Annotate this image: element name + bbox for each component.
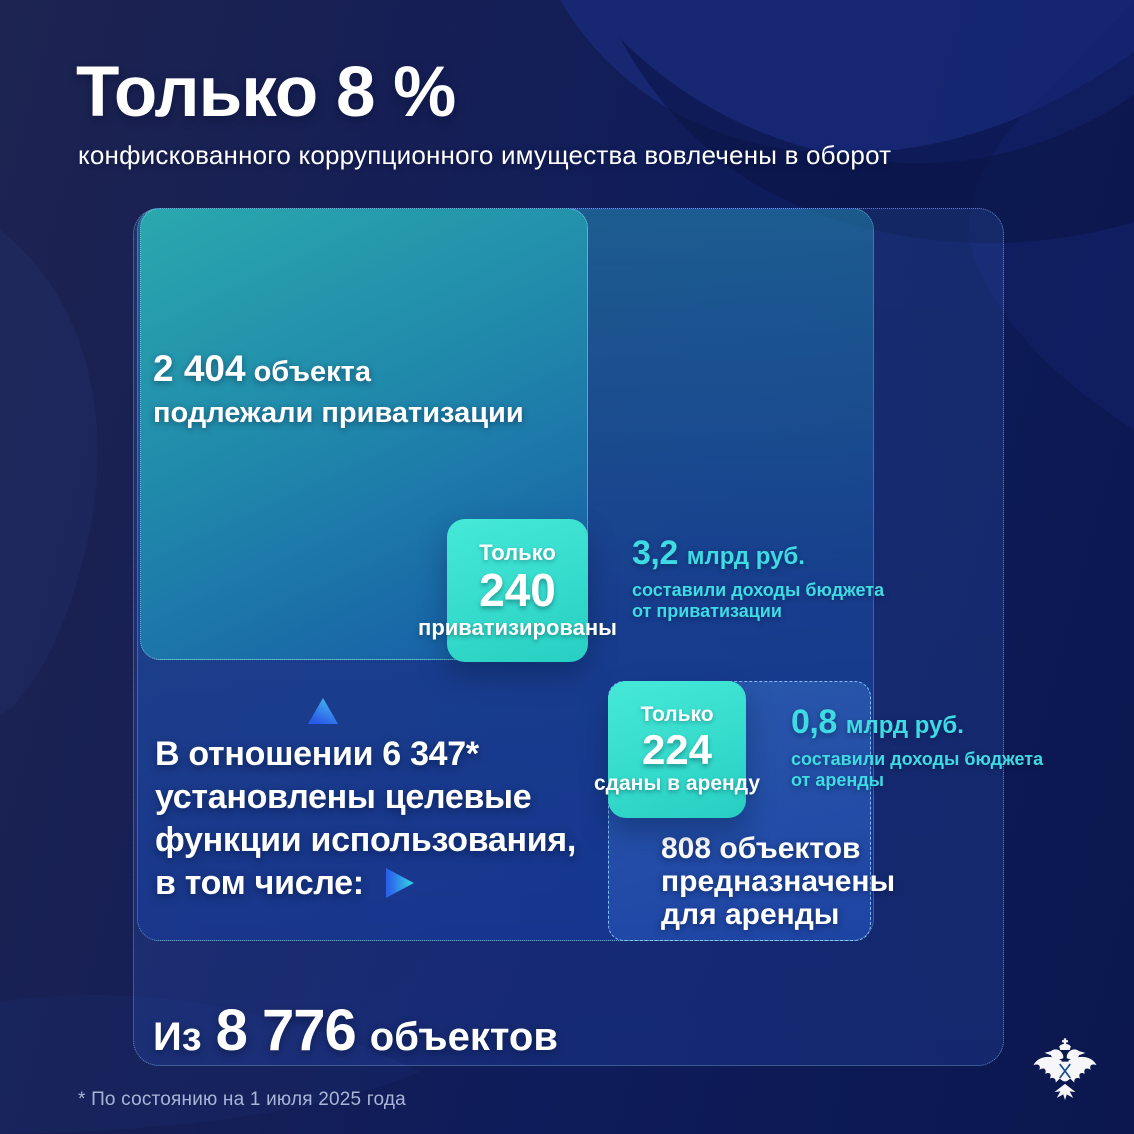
- background-wave-dark: [620, 38, 1134, 243]
- privatization-count-value: 2 404: [153, 348, 246, 389]
- privatization-income-unit: млрд руб.: [686, 543, 805, 570]
- rent-income-row: 0,8 млрд руб.: [791, 703, 1043, 742]
- rent-purpose-line2: предназначены: [661, 865, 896, 898]
- page-title: Только 8 %: [76, 53, 456, 132]
- target-functions-line3: функции использования,: [155, 821, 576, 859]
- triangle-right-icon: [385, 868, 414, 898]
- privatization-box-label: 2 404 объекта подлежали приватизации: [153, 348, 524, 430]
- privatization-income-line2: составили доходы бюджета: [632, 580, 885, 600]
- target-functions-text: В отношении 6 347* установлены целевые ф…: [155, 733, 576, 905]
- privatization-income-value: 3,2: [632, 534, 678, 572]
- rented-badge-value: 224: [641, 725, 713, 773]
- background-wave-bottom-left: [0, 995, 420, 1134]
- privatization-income-row: 3,2 млрд руб.: [632, 534, 884, 573]
- privatized-badge-label: приватизированы: [418, 615, 617, 641]
- target-functions-line4-row: в том числе:: [155, 862, 576, 905]
- privatized-count-badge: Только 240 приватизированы: [418, 519, 617, 662]
- privatization-count-unit: объекта: [253, 356, 371, 388]
- rent-income-text: 0,8 млрд руб. составили доходы бюджета о…: [791, 703, 1043, 791]
- rent-income-value: 0,8: [791, 703, 837, 741]
- rent-purpose-label: 808 объектов предназначены для аренды: [661, 832, 895, 931]
- rented-badge-label: сданы в аренду: [593, 772, 761, 796]
- target-functions-line2: установлены целевые: [155, 778, 532, 816]
- target-functions-line4: в том числе:: [155, 864, 364, 902]
- privatization-box: 2 404 объекта подлежали приватизации: [140, 208, 588, 660]
- privatization-label-line2: подлежали приватизации: [153, 397, 524, 429]
- rented-badge-word: Только: [640, 702, 714, 726]
- total-objects-value: 8 776: [215, 998, 357, 1063]
- page-subtitle: конфискованного коррупционного имущества…: [78, 140, 892, 170]
- privatized-badge-value: 240: [479, 563, 556, 616]
- eagle-crown: [1059, 1038, 1071, 1050]
- rent-purpose-line3: для аренды: [661, 898, 840, 931]
- background-wave-left: [0, 230, 98, 716]
- rent-income-unit: млрд руб.: [845, 712, 964, 739]
- eagle-wing-right: [1067, 1056, 1097, 1083]
- target-functions-line1: В отношении 6 347*: [155, 735, 479, 773]
- rent-income-line3: от аренды: [791, 770, 885, 790]
- eagle-head-right: [1066, 1049, 1086, 1060]
- rented-count-badge: Только 224 сданы в аренду: [594, 681, 760, 818]
- eagle-shield-cross: [1059, 1063, 1071, 1079]
- privatized-badge-word: Только: [479, 539, 556, 565]
- privatization-income-text: 3,2 млрд руб. составили доходы бюджета о…: [632, 534, 884, 622]
- total-objects-suffix: объектов: [369, 1015, 558, 1059]
- privatization-income-line3: от приватизации: [632, 601, 782, 621]
- double-headed-eagle-emblem-icon: [1033, 1038, 1097, 1101]
- eagle-head-left: [1044, 1049, 1064, 1060]
- total-objects-prefix: Из: [153, 1015, 202, 1059]
- rent-income-line2: составили доходы бюджета: [791, 749, 1044, 769]
- total-objects-label: Из 8 776 объектов: [153, 997, 558, 1064]
- eagle-wing-left: [1033, 1056, 1063, 1083]
- footnote: * По состоянию на 1 июля 2025 года: [78, 1089, 406, 1110]
- eagle-tail: [1054, 1083, 1076, 1101]
- rent-purpose-line1: 808 объектов: [661, 832, 861, 865]
- privatization-count-row: 2 404 объекта: [153, 348, 524, 390]
